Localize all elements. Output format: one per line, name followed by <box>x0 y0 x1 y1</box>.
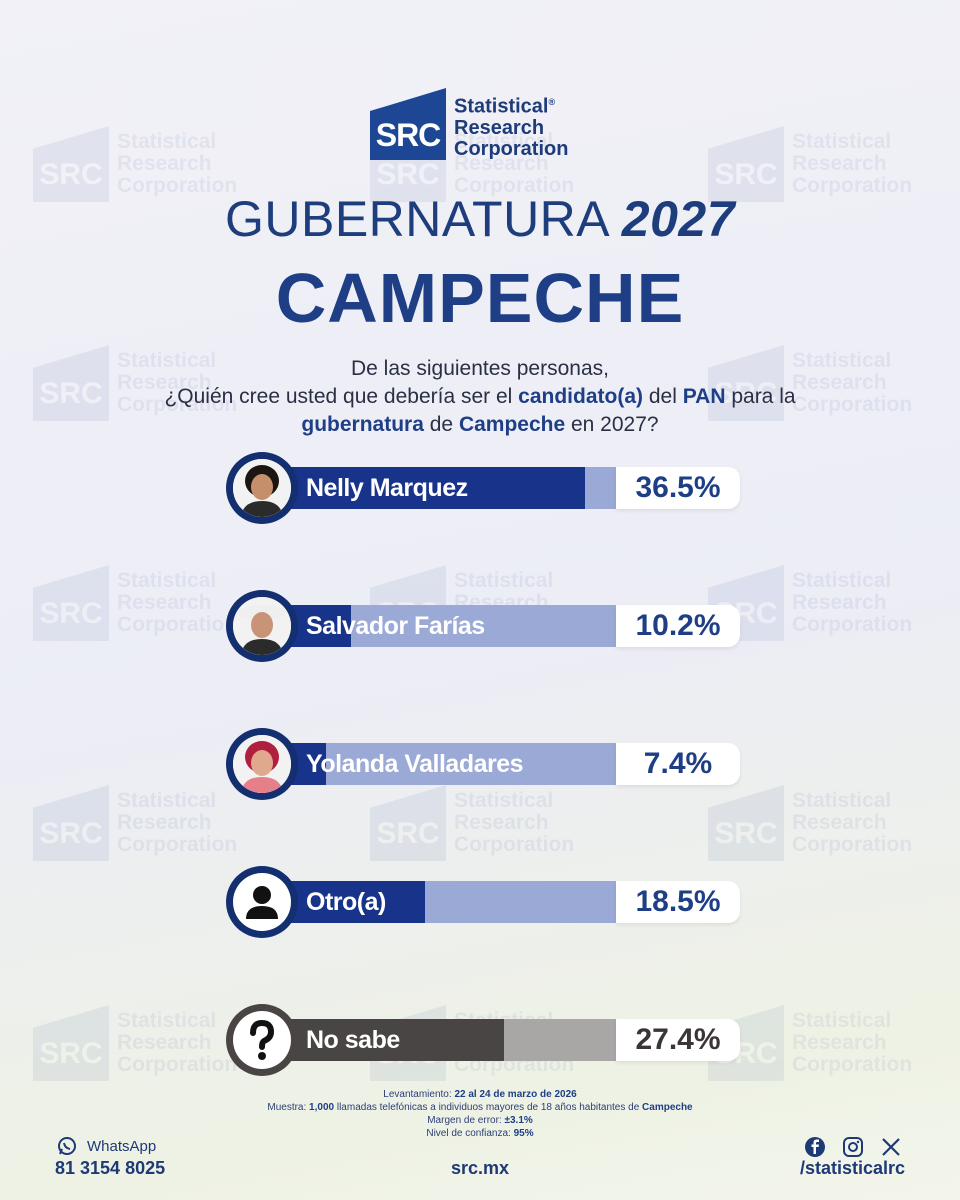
meta-value: 95% <box>513 1128 534 1139</box>
avatar <box>226 452 298 524</box>
meta-value: 1,000 <box>309 1102 335 1113</box>
meta-value: 22 al 24 de marzo de 2026 <box>454 1089 577 1100</box>
meta-label: Margen de error: <box>427 1115 505 1126</box>
title-state: CAMPECHE <box>275 259 685 337</box>
methodology-note: Levantamiento: 22 al 24 de marzo de 2026… <box>0 1088 960 1140</box>
whatsapp-icon <box>58 1137 76 1155</box>
meta-value: ±3.1% <box>504 1115 533 1126</box>
bar <box>260 467 585 509</box>
question-mark-icon <box>250 1019 275 1060</box>
title-year: 2027 <box>621 191 736 247</box>
title-text: GUBERNATURA <box>224 191 608 247</box>
avatar <box>226 866 298 938</box>
avatar-frame <box>233 735 291 793</box>
fieldwork-line: Levantamiento: 22 al 24 de marzo de 2026 <box>0 1088 960 1101</box>
q-text: del <box>643 385 683 408</box>
meta-text: llamadas telefónicas a individuos mayore… <box>334 1102 643 1113</box>
q-text: en 2027? <box>565 413 659 436</box>
meta-label: Muestra: <box>267 1102 310 1113</box>
website-link[interactable]: src.mx <box>450 1158 510 1178</box>
survey-question: De las siguientes personas, ¿Quién cree … <box>0 355 960 439</box>
q-text: para la <box>725 385 796 408</box>
data-label: 18.5% <box>616 881 740 923</box>
q-bold: Campeche <box>458 413 566 436</box>
candidate-photo-icon <box>233 735 291 793</box>
brand-logo: SRC Statistical® Research Corporation <box>370 88 568 160</box>
data-label: 27.4% <box>616 1019 740 1061</box>
meta-label: Levantamiento: <box>383 1089 455 1100</box>
bar-row: No sabe 27.4% <box>226 1004 746 1076</box>
social-handle[interactable]: /statisticalrc <box>800 1158 906 1178</box>
data-label: 7.4% <box>616 743 740 785</box>
bar-row: Yolanda Valladares 7.4% <box>226 728 746 800</box>
brand-line2: Research <box>454 117 545 139</box>
category-label: Salvador Farías <box>306 612 485 640</box>
avatar <box>226 728 298 800</box>
avatar-frame <box>233 459 291 517</box>
facebook-icon[interactable] <box>804 1136 826 1158</box>
avatar-frame <box>233 1011 291 1069</box>
candidate-photo-icon <box>233 459 291 517</box>
meta-value: Campeche <box>642 1102 693 1113</box>
q-text: de <box>423 413 459 436</box>
candidate-photo-icon <box>233 597 291 655</box>
sample-line: Muestra: 1,000 llamadas telefónicas a in… <box>0 1101 960 1114</box>
q-text: ¿Quién cree usted que debería ser el <box>164 385 519 408</box>
bar-row: Nelly Marquez 36.5% <box>226 452 746 524</box>
avatar-frame <box>233 873 291 931</box>
avatar <box>226 590 298 662</box>
avatar-frame <box>233 597 291 655</box>
brand-line1: Statistical <box>454 96 549 118</box>
whatsapp-contact[interactable]: WhatsApp <box>57 1136 156 1156</box>
bar <box>260 1019 504 1061</box>
q-bold: gubernatura <box>301 413 424 436</box>
title-gubernatura: GUBERNATURA 2027 <box>0 190 960 248</box>
question-line3: gubernatura de Campeche en 2027? <box>0 411 960 439</box>
whatsapp-label: WhatsApp <box>87 1137 157 1155</box>
margin-line: Margen de error: ±3.1% <box>0 1114 960 1127</box>
question-line2: ¿Quién cree usted que debería ser el can… <box>0 383 960 411</box>
brand-line3: Corporation <box>454 138 569 160</box>
logo-wordmark: Statistical® Research Corporation <box>454 92 568 160</box>
person-icon <box>246 886 278 919</box>
q-bold: candidato(a) <box>518 385 644 408</box>
meta-label: Nivel de confianza: <box>426 1128 514 1139</box>
phone-number[interactable]: 81 3154 8025 <box>55 1158 166 1178</box>
category-label: Otro(a) <box>306 888 386 916</box>
bar-row: Salvador Farías 10.2% <box>226 590 746 662</box>
q-bold: PAN <box>682 385 726 408</box>
category-label: Yolanda Valladares <box>306 750 524 778</box>
social-links <box>804 1136 902 1158</box>
registered-mark: ® <box>548 97 556 108</box>
category-label: No sabe <box>306 1026 400 1054</box>
data-label: 36.5% <box>616 467 740 509</box>
question-line1: De las siguientes personas, <box>351 357 609 380</box>
confidence-line: Nivel de confianza: 95% <box>0 1127 960 1140</box>
instagram-icon[interactable] <box>842 1136 864 1158</box>
bar-row: Otro(a) 18.5% <box>226 866 746 938</box>
avatar <box>226 1004 298 1076</box>
data-label: 10.2% <box>616 605 740 647</box>
x-icon[interactable] <box>880 1136 902 1158</box>
category-label: Nelly Marquez <box>306 474 468 502</box>
